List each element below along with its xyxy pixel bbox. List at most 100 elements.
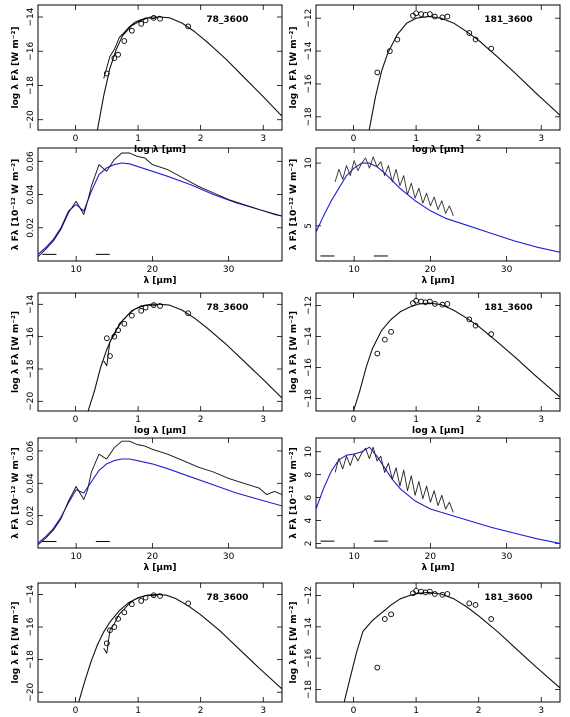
x-tick-label: 2: [476, 134, 482, 144]
x-tick-label: 2: [476, 415, 482, 425]
plot-frame: [315, 437, 561, 549]
y-tick-label: 0.02: [26, 218, 36, 238]
model-curve: [38, 162, 282, 255]
model-curve: [352, 302, 560, 411]
data-point: [111, 624, 118, 630]
y-tick-label: −12: [304, 296, 314, 315]
panel-label: 181_3600: [484, 303, 532, 313]
y-tick-label: 6: [304, 494, 314, 500]
panel-p2: 0 1 2 3 −18 −16 −14 −12 log λ [μm] log λ Fλ [W m⁻…: [289, 4, 561, 155]
data-point: [488, 616, 495, 622]
x-tick-label: 0: [73, 415, 79, 425]
panel-label: 181_3600: [484, 15, 532, 25]
x-tick-label: 1: [413, 134, 419, 144]
x-tick-label: 2: [198, 706, 204, 716]
plot-frame: [37, 147, 283, 262]
series-group: [38, 152, 282, 258]
y-tick-label: 10: [304, 157, 314, 169]
y-axis-label: λ Fλ [10⁻¹² W m⁻²]: [11, 447, 21, 538]
y-tick-label: −14: [304, 41, 314, 60]
data-point: [410, 12, 416, 19]
panel-label: 78_3600: [206, 15, 248, 25]
model-curve: [343, 591, 560, 702]
spectrum-curve: [103, 15, 161, 79]
model-curve: [316, 446, 560, 544]
data-point: [111, 55, 118, 61]
y-tick-label: 0.02: [26, 506, 36, 526]
data-point: [157, 303, 163, 309]
data-point: [115, 327, 121, 334]
data-point: [472, 322, 479, 329]
data-point: [374, 69, 381, 76]
x-tick-label: 20: [147, 265, 159, 275]
data-point: [142, 594, 149, 601]
x-tick-label: 3: [260, 134, 266, 144]
y-tick-label: −18: [26, 76, 36, 95]
plot-frame: [37, 437, 283, 549]
y-tick-label: −18: [26, 359, 36, 378]
x-tick-label: 0: [351, 134, 357, 144]
x-axis-label: log λ [μm]: [134, 426, 186, 436]
data-point: [432, 591, 438, 597]
x-tick-label: 10: [348, 552, 360, 562]
y-tick-label: −14: [304, 327, 314, 346]
y-axis-label: log λ Fλ [W m⁻²]: [11, 26, 21, 108]
data-point: [128, 312, 135, 319]
data-point: [103, 70, 110, 77]
y-tick-label: −16: [26, 327, 36, 346]
plot-frame: [315, 292, 561, 412]
x-axis-label: log λ [μm]: [412, 426, 464, 436]
data-point: [121, 38, 128, 44]
panel-label: 181_3600: [484, 593, 532, 603]
plot-frame: [37, 292, 283, 412]
data-point: [386, 48, 393, 54]
data-point: [413, 10, 419, 17]
data-point: [107, 353, 113, 359]
data-point: [394, 36, 401, 43]
panel-label: 78_3600: [206, 593, 248, 603]
y-tick-label: −20: [26, 110, 36, 129]
y-axis-label: λ Fλ [10⁻¹² W m⁻²]: [11, 159, 21, 250]
data-point: [103, 640, 110, 647]
series-group: [38, 440, 282, 546]
y-tick-label: −16: [304, 74, 314, 93]
x-axis-label: log λ [μm]: [412, 145, 464, 155]
x-tick-label: 1: [413, 706, 419, 716]
y-tick-label: 4: [304, 517, 314, 523]
model-curve: [316, 162, 560, 253]
x-tick-label: 0: [73, 134, 79, 144]
y-tick-label: 0.06: [26, 151, 36, 171]
data-point: [138, 598, 145, 604]
data-point: [185, 23, 192, 30]
x-tick-label: 2: [476, 706, 482, 716]
plot-frame: [37, 4, 283, 131]
spectrum-curve: [334, 446, 454, 513]
data-point: [444, 591, 451, 597]
y-tick-label: 0.04: [26, 184, 36, 204]
data-point: [381, 616, 388, 622]
y-tick-label: −16: [26, 617, 36, 636]
x-tick-label: 3: [538, 134, 544, 144]
x-tick-label: 2: [198, 134, 204, 144]
series-group: [78, 592, 282, 702]
data-point: [142, 17, 149, 24]
x-tick-label: 10: [70, 265, 82, 275]
panel-p1: 0 1 2 3 −20 −18 −16 −14 log λ [μm] log λ Fλ [W m⁻…: [11, 4, 283, 155]
series-group: [87, 302, 282, 411]
data-point: [150, 592, 157, 599]
panel-p8: 10 20 30 2 4 6 8 10 λ [μm] λ Fλ [10⁻¹² W m⁻²]: [289, 437, 561, 573]
data-point: [115, 51, 121, 58]
plot-frame: [315, 147, 561, 262]
plot-frame: [315, 582, 561, 703]
y-tick-label: 5: [304, 223, 314, 229]
y-tick-label: −18: [26, 650, 36, 669]
panel-p5: 0 1 2 3 −20 −18 −16 −14 log λ [μm] log λ Fλ [W m⁻…: [11, 292, 283, 436]
data-point: [388, 611, 394, 618]
x-tick-label: 1: [135, 134, 141, 144]
spectrum-curve: [38, 152, 282, 258]
x-axis-label: λ [μm]: [421, 276, 454, 286]
y-tick-label: −16: [304, 358, 314, 377]
data-point: [138, 307, 145, 314]
y-tick-label: −18: [304, 680, 314, 699]
